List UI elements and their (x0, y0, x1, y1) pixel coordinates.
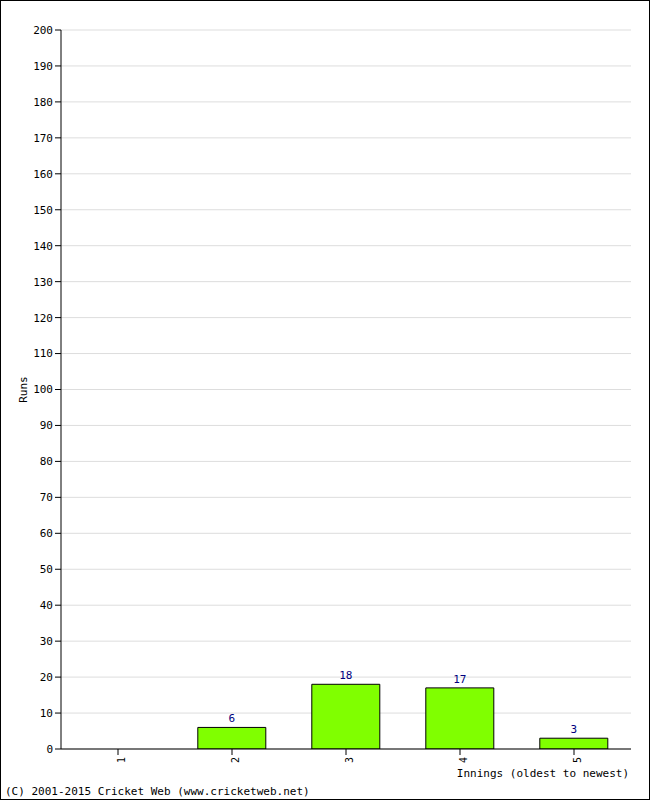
svg-text:3: 3 (570, 723, 577, 736)
svg-text:17: 17 (453, 673, 466, 686)
svg-text:200: 200 (33, 24, 53, 37)
svg-text:110: 110 (33, 347, 53, 360)
svg-text:140: 140 (33, 240, 53, 253)
svg-text:90: 90 (40, 419, 53, 432)
svg-text:20: 20 (40, 671, 53, 684)
svg-text:120: 120 (33, 312, 53, 325)
svg-text:70: 70 (40, 491, 53, 504)
svg-text:Runs: Runs (17, 376, 30, 403)
svg-text:30: 30 (40, 635, 53, 648)
svg-text:2: 2 (230, 757, 241, 763)
svg-text:4: 4 (458, 757, 469, 763)
html-text:Innings (oldest to newest): Innings (oldest to newest) (456, 767, 629, 780)
svg-text:0: 0 (46, 743, 53, 756)
svg-text:180: 180 (33, 96, 53, 109)
svg-text:10: 10 (40, 707, 53, 720)
svg-text:160: 160 (33, 168, 53, 181)
svg-text:80: 80 (40, 455, 53, 468)
svg-text:6: 6 (228, 712, 235, 725)
svg-text:170: 170 (33, 132, 53, 145)
svg-text:40: 40 (40, 599, 53, 612)
svg-text:50: 50 (40, 563, 53, 576)
svg-text:150: 150 (33, 204, 53, 217)
svg-text:60: 60 (40, 527, 53, 540)
svg-text:1: 1 (116, 757, 127, 763)
html-text:(C) 2001-2015 Cricket Web (www: (C) 2001-2015 Cricket Web (www.cricketwe… (5, 785, 310, 798)
svg-text:130: 130 (33, 276, 53, 289)
svg-text:3: 3 (344, 757, 355, 763)
svg-text:100: 100 (33, 383, 53, 396)
svg-text:190: 190 (33, 60, 53, 73)
svg-text:18: 18 (339, 669, 352, 682)
svg-text:5: 5 (572, 757, 583, 763)
